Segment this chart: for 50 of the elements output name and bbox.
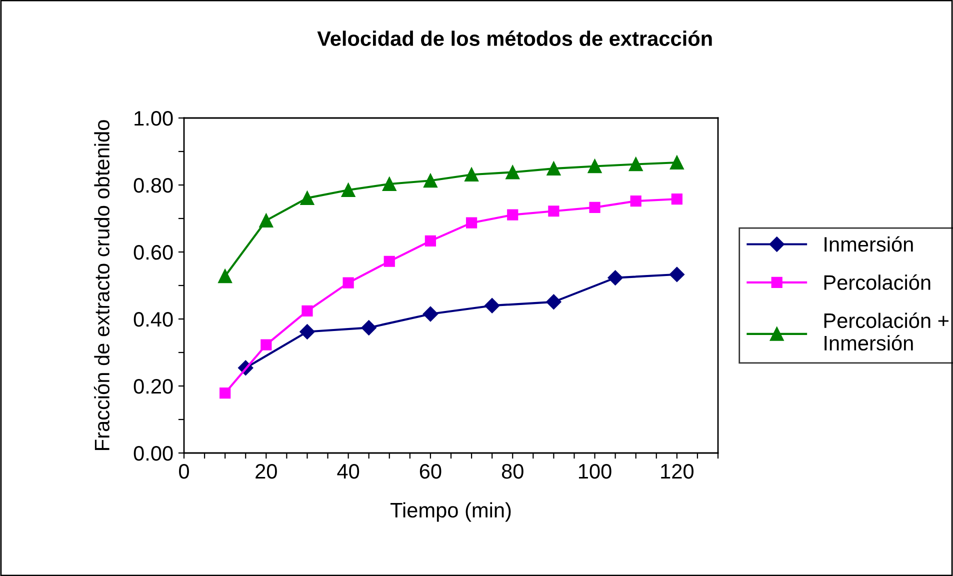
point [300,324,315,340]
point [218,269,232,284]
x-tick-label: 20 [256,464,277,479]
point [382,177,396,191]
y-tick-label: 0.40 [134,312,173,327]
point [670,156,684,170]
x-tick-label: 0 [179,464,189,479]
point [384,256,395,267]
point [507,209,518,220]
point [608,270,623,286]
point [464,168,478,182]
y-tick-label: 1.00 [134,111,173,126]
x-tick-label: 40 [337,464,360,479]
point [628,157,643,172]
y-tick-label: 0.80 [134,178,173,193]
point [259,214,274,228]
point [589,202,600,213]
point [300,191,314,206]
y-axis-title: Fracción de extracto crudo obtenido [94,120,110,450]
point [302,305,313,317]
point [342,277,354,288]
point [630,196,642,207]
y-tick-label: 0.20 [134,379,173,394]
x-tick-label: 100 [578,464,612,479]
point [361,320,376,336]
x-tick-label: 60 [420,464,442,479]
y-tick-label: 0.60 [134,245,173,260]
point [466,217,478,228]
point [422,306,438,322]
point [424,235,436,246]
point [671,194,682,205]
point [506,165,520,180]
legend-label: Percolación [824,274,930,290]
point [546,294,562,310]
point [341,183,356,197]
point [546,162,561,176]
x-tick-label: 120 [661,464,694,479]
point [548,206,560,217]
legend-label: Inmersión [824,236,913,252]
y-tick-label: 0.00 [134,446,173,461]
x-tick-label: 80 [502,464,524,479]
chart-title: Velocidad de los métodos de extracción [317,30,712,46]
point [588,159,602,174]
point [260,339,272,350]
x-axis-title: Tiempo (min) [390,502,511,522]
point [669,266,684,282]
legend-label: Percolación + Inmersión [824,312,948,351]
point [424,174,438,188]
point [220,387,231,399]
point [484,298,500,314]
